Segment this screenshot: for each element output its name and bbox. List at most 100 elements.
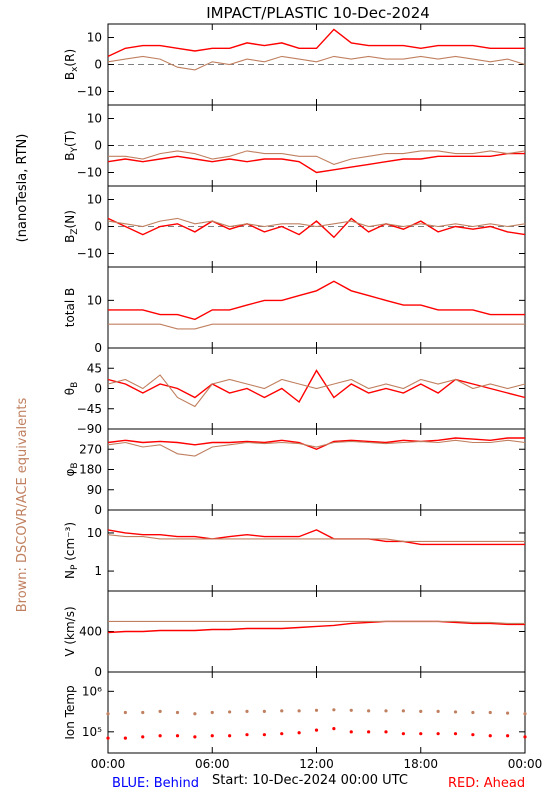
panel-8-ace-point [245,709,249,713]
panel-8-ace-point [401,709,405,713]
panel-6-ylabel: NP (cm⁻³) [63,522,80,579]
panel-5-ytick-label: 270 [79,442,102,456]
panel-8-ahead-point [262,733,266,737]
panel-8-ahead-point [297,731,301,735]
footer-behind: BLUE: Behind [112,776,199,791]
panel-8-ace-point [471,710,475,715]
panel-5-ahead-line [107,437,525,451]
panel-8-ahead-point [332,727,336,731]
panel-1-ytick-label: −10 [77,166,102,180]
panel-3-ace-line [108,323,525,330]
panel-8-ace-point [332,708,336,712]
panel-8-ace-point [419,709,423,713]
panel-2-ahead-line [107,217,526,239]
panel-8-ace-point [193,712,197,716]
panel-8-ace-point [506,711,510,715]
panel-8-ace-point [141,710,145,715]
panel-4-ahead-line [107,369,526,404]
panel-8-ace-point [349,708,353,712]
panel-8-ahead-point [228,734,232,738]
panel-7-ace-line [108,620,525,624]
panel-8-ace-point [384,709,388,713]
panel-5-ytick-label: 0 [94,503,102,517]
footer-ahead: RED: Ahead [448,776,525,791]
panel-8-ace-point [262,709,266,713]
panel-8-ytick-label: 10⁶ [82,684,102,698]
panel-3-ahead-line [108,280,525,321]
panel-0-ytick-label: 0 [94,58,102,72]
xtick-label: 12:00 [299,757,334,771]
panel-8-ahead-point [506,734,510,738]
panel-8-ace-point [210,710,214,715]
panel-8-ace-point [297,709,301,713]
panel-8-ahead-point [245,733,249,737]
panel-8-ahead-point [367,730,371,734]
panel-3-ytick-label: 10 [87,293,102,307]
panel-2-ylabel: BZ(N) [63,210,80,243]
chart-title: IMPACT/PLASTIC 10-Dec-2024 [206,4,430,22]
panel-8-ytick-label: 10⁵ [82,725,102,739]
panel-5-ylabel: φB [63,462,80,476]
panel-1-ace-line [108,150,526,165]
panel-7-ylabel: V (km/s) [63,606,77,656]
panel-8-ace-point [123,710,127,715]
panel-1-ahead-line [107,152,525,174]
units-label: (nanoTesla, RTN) [15,134,30,243]
panel-2-ace-line [107,217,526,228]
panel-1-ytick-label: 10 [87,112,102,126]
panel-8-ahead-point [280,732,284,736]
panel-8-ahead-point [210,734,214,738]
panel-8-ace-point [436,709,440,713]
panel-8-ahead-point [123,736,127,740]
panel-8-ahead-point [141,735,145,739]
xtick-label: 06:00 [195,757,230,771]
panel-8-ahead-point [384,730,388,734]
panel-8-ahead-point [488,734,492,738]
xtick-label: 18:00 [403,757,438,771]
panel-8-ahead-point [471,733,475,737]
panel-8-ahead-point [349,730,353,734]
panel-8-ace-point [175,710,180,715]
panel-4-ytick-label: −45 [77,402,102,416]
panel-5-ytick-label: 180 [79,463,102,477]
panel-8-ace-point [106,712,110,716]
panel-8-ahead-point [314,728,319,732]
panel-8-ahead-point [158,734,162,738]
panel-0-ytick-label: −10 [77,85,102,99]
panel-1-ylabel: BY(T) [63,130,80,160]
ace-equivalents-label: Brown: DSCOVR/ACE equivalents [15,398,30,613]
panel-8-ace-point [314,708,319,712]
panel-8-ahead-point [175,734,180,738]
xtick-label: 00:00 [91,757,126,771]
panel-6-ahead-line [107,529,525,546]
panel-frame-7 [107,590,526,673]
panel-8-ahead-point [419,732,423,736]
panel-7-ahead-line [107,620,525,634]
panel-5-ytick-label: 90 [87,483,102,497]
panel-2-ytick-label: 10 [87,193,102,207]
panels-group: −10010Bx(R)−10010BY(T)−10010BZ(N)010tota… [63,23,542,771]
panel-4-ytick-label: 45 [87,361,102,375]
panel-8-ahead-point [401,732,405,736]
panel-8-ace-point [523,712,527,716]
panel-0-ahead-line [107,28,525,58]
panel-8-ylabel: Ion Temp [63,685,77,739]
footer-start: Start: 10-Dec-2024 00:00 UTC [212,773,408,788]
panel-7-ytick-label: 0 [94,665,102,679]
panel-8-ahead-point [193,735,197,739]
panel-4-ytick-label: 0 [94,382,102,396]
panel-4-ytick-label: −90 [77,422,102,436]
panel-4-ylabel: θB [63,382,80,396]
panel-1-ytick-label: 0 [94,139,102,153]
panel-0-ytick-label: 10 [87,31,102,45]
panel-8-ace-point [158,709,162,713]
panel-8-ace-point [280,709,284,713]
panel-frame-3 [107,266,526,349]
panel-6-ytick-label: 10 [87,526,102,540]
panel-6-ytick-label: 1 [94,564,102,578]
panel-2-ytick-label: 0 [94,220,102,234]
panel-0-ace-line [107,55,526,71]
panel-4-ace-line [107,374,526,408]
panel-5-ace-line [107,439,526,457]
